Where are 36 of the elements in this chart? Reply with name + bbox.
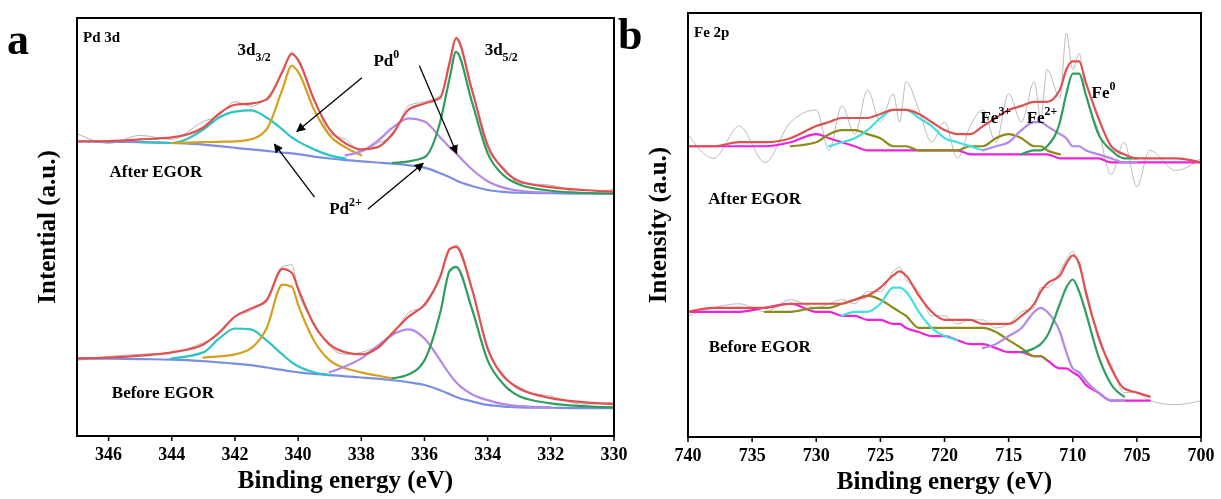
annotation: Pd 3d	[83, 29, 121, 45]
annotation: Fe$^{2+}$	[1026, 103, 1058, 127]
x-tick-label: 330	[600, 444, 628, 464]
x-tick-label: 344	[158, 444, 186, 464]
x-axis-title: Binding energy (eV)	[836, 467, 1053, 495]
x-tick-label: 700	[1187, 445, 1215, 465]
annotation: Before EGOR	[708, 336, 812, 356]
annotation: Before EGOR	[111, 383, 215, 403]
x-tick-label: 340	[284, 444, 312, 464]
annotation: Fe 2p	[694, 24, 730, 40]
x-tick-label: 730	[802, 445, 830, 465]
annotation: Pd$^{2+}$	[329, 195, 362, 219]
x-tick-label: 336	[410, 444, 438, 464]
annotation: Fe$^{0}$	[1091, 78, 1116, 102]
x-tick-label: 346	[95, 444, 123, 464]
annotation: 3d$_{5/2}$	[484, 40, 518, 65]
x-tick-label: 715	[995, 445, 1023, 465]
text: a	[7, 15, 29, 64]
y-axis-title: Intensity (a.u.)	[644, 146, 672, 304]
annotation: 3d$_{3/2}$	[237, 40, 271, 65]
x-tick-label: 720	[931, 445, 958, 465]
x-tick-label: 342	[221, 444, 249, 464]
text: b	[618, 10, 643, 59]
x-tick-label: 705	[1123, 445, 1151, 465]
x-tick-label: 338	[347, 444, 375, 464]
x-tick-label: 740	[674, 445, 702, 465]
x-tick-label: 735	[738, 445, 766, 465]
annotation: After EGOR	[109, 161, 204, 181]
y-axis-title: Intential (a.u.)	[33, 150, 61, 304]
x-axis-title: Binding energy (eV)	[237, 466, 454, 494]
x-tick-label: 710	[1059, 445, 1087, 465]
annotation: Pd$^{0}$	[373, 46, 400, 70]
annotation: After EGOR	[708, 188, 802, 208]
x-tick-label: 725	[866, 445, 894, 465]
x-tick-label: 332	[537, 444, 565, 464]
x-tick-label: 334	[474, 444, 502, 464]
